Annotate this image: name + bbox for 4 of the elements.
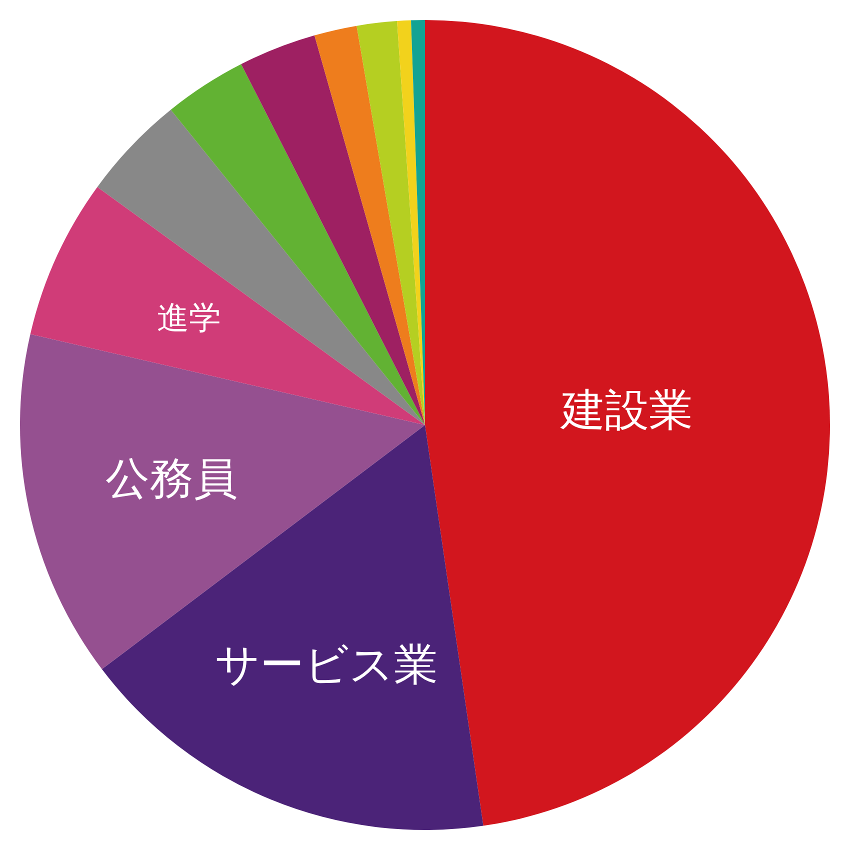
slice-label: 建設業 — [560, 384, 693, 436]
slice-label: 公務員 — [106, 454, 238, 505]
slice-label: 進学 — [157, 298, 222, 337]
slice-label: サービス業 — [215, 639, 438, 690]
